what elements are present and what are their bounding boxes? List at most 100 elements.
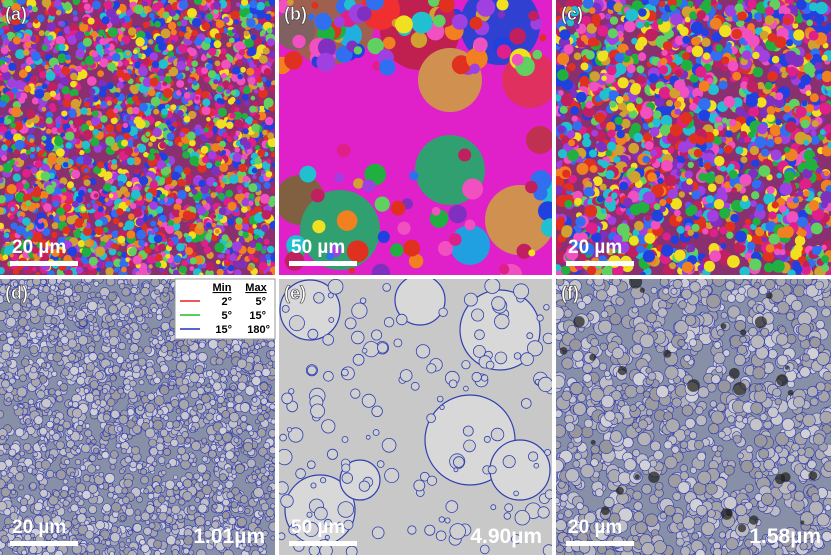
grain (625, 8, 639, 22)
grain (676, 23, 684, 31)
grain (183, 92, 191, 99)
grain (691, 36, 701, 46)
grain (184, 32, 192, 40)
grain (336, 143, 351, 158)
grain (19, 153, 28, 161)
grain (628, 235, 639, 246)
grain (231, 73, 240, 83)
grain (153, 234, 163, 244)
grain (100, 80, 107, 87)
grain (259, 254, 268, 263)
grain (713, 58, 723, 69)
grain (167, 219, 174, 227)
grain (55, 9, 62, 16)
grain (591, 232, 602, 243)
grain (650, 149, 658, 157)
grain (2, 254, 9, 260)
grain (253, 59, 260, 66)
grain (79, 22, 89, 32)
grain (721, 56, 730, 65)
grain (30, 35, 37, 42)
grain (248, 183, 258, 193)
grain (247, 76, 256, 85)
grain (451, 55, 471, 75)
grain (121, 139, 129, 147)
grain (49, 105, 57, 113)
grain (56, 126, 64, 134)
grain (637, 36, 648, 47)
grain (686, 178, 693, 185)
grain (794, 235, 806, 246)
grain (231, 28, 237, 34)
grain (117, 180, 124, 187)
grain (10, 222, 18, 230)
grain (787, 269, 796, 275)
grain (451, 14, 468, 30)
grain (810, 135, 820, 145)
grain (767, 33, 777, 43)
grain (90, 230, 97, 236)
grain (66, 203, 72, 210)
grain (191, 30, 198, 37)
grain (606, 141, 617, 152)
grain (166, 132, 175, 141)
grain (176, 72, 184, 81)
grain (702, 228, 709, 235)
grain (216, 119, 226, 129)
grain (670, 13, 683, 26)
grain (154, 20, 161, 28)
grain (795, 15, 803, 24)
grain (754, 208, 766, 220)
grain (735, 106, 745, 116)
grain (676, 170, 682, 176)
grain (599, 90, 610, 100)
grain (636, 74, 645, 84)
grain (168, 66, 179, 77)
grain (511, 53, 524, 66)
grain (796, 0, 807, 10)
grain (136, 229, 146, 240)
grain (703, 260, 716, 272)
grain (769, 124, 782, 137)
grain (45, 111, 54, 119)
grain (76, 156, 85, 165)
grain (234, 119, 244, 128)
grain (159, 141, 167, 149)
grain (485, 185, 552, 255)
grain (261, 249, 267, 254)
grain (37, 251, 43, 257)
grain (585, 222, 598, 235)
grain (41, 83, 48, 90)
grain (92, 17, 102, 27)
grain (169, 192, 175, 198)
grain (685, 206, 695, 217)
grain (25, 149, 32, 155)
grain (616, 223, 630, 237)
grain (509, 28, 526, 45)
grain (102, 184, 109, 191)
grain (18, 9, 28, 20)
grain (108, 193, 114, 199)
grain (158, 260, 167, 269)
grain (525, 180, 538, 194)
grain (728, 169, 738, 179)
grain (367, 37, 384, 55)
grain (560, 94, 573, 107)
grain (167, 240, 175, 247)
grain (84, 55, 95, 66)
grain (88, 125, 95, 131)
grain (642, 191, 656, 205)
grain (597, 51, 608, 62)
grain (644, 22, 650, 28)
grain (232, 111, 242, 121)
grain (253, 228, 260, 235)
grain (740, 131, 748, 139)
grain (779, 182, 793, 196)
grain (611, 192, 618, 199)
grain (196, 463, 207, 474)
grain (580, 34, 588, 42)
grain (229, 96, 236, 103)
grain (222, 27, 229, 34)
grain (626, 64, 636, 74)
grain (2, 71, 12, 81)
